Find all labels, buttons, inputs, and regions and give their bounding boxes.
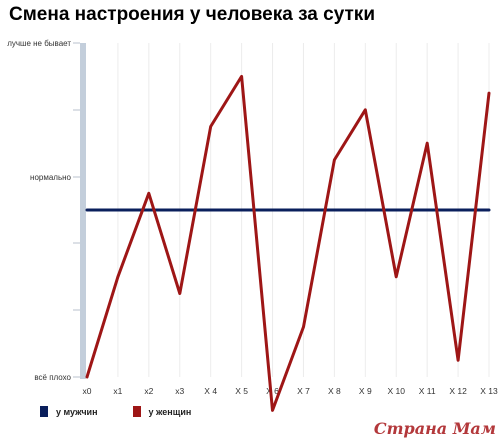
y-tick-label: всё плохо	[34, 373, 71, 382]
x-tick-label: X 5	[235, 386, 248, 396]
watermark-logo: Страна Мам	[373, 419, 496, 438]
x-tick-label: X 12	[449, 386, 467, 396]
legend: у мужчин у женщин	[40, 406, 226, 417]
y-tick-label: нормально	[30, 173, 72, 182]
x-tick-label: X 6	[266, 386, 279, 396]
x-tick-label: x2	[144, 386, 153, 396]
x-tick-label: X 11	[419, 386, 436, 396]
series-line-women	[85, 74, 491, 412]
legend-item-women: у женщин	[132, 406, 192, 417]
y-axis-bar	[80, 43, 86, 379]
legend-swatch-women	[132, 406, 141, 417]
x-tick-label: x3	[175, 386, 184, 396]
legend-label-women: у женщин	[148, 406, 192, 417]
legend-label-men: у мужчин	[56, 406, 98, 417]
y-tick-label: лучше не бывает	[7, 39, 71, 48]
x-tick-label: x1	[113, 386, 122, 396]
x-tick-label: x0	[83, 386, 92, 396]
chart-title: Смена настроения у человека за сутки	[9, 4, 376, 25]
x-tick-label: X 9	[359, 386, 372, 396]
x-tick-label: X 10	[387, 386, 405, 396]
x-tick-label: X 7	[297, 386, 310, 396]
x-tick-label: X 13	[480, 386, 498, 396]
x-tick-label: X 4	[204, 386, 217, 396]
legend-item-men: у мужчин	[40, 406, 98, 417]
legend-swatch-men	[40, 406, 48, 417]
x-tick-label: X 8	[328, 386, 341, 396]
